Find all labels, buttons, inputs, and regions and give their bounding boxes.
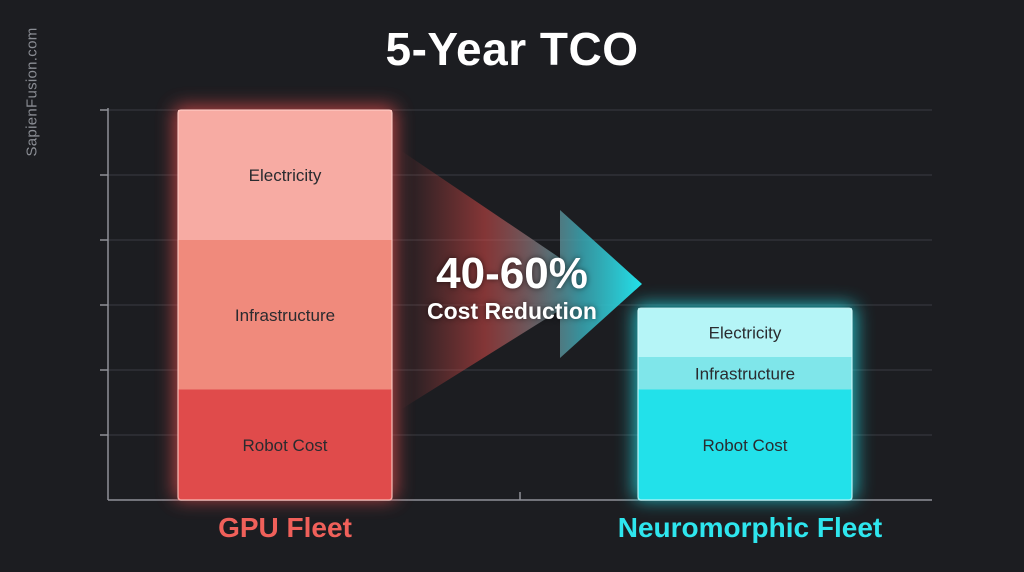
- bar-outline: [177, 109, 393, 501]
- bar-segment-electricity: [178, 110, 392, 240]
- bar-segment-electricity: [638, 308, 852, 357]
- chart-title: 5-Year TCO: [385, 23, 639, 75]
- reduction-annotation: 40-60% Cost Reduction: [412, 249, 612, 325]
- bar-segment-robot-cost: [178, 389, 392, 500]
- bar-outline: [637, 307, 853, 501]
- segment-label-robot-cost: Robot Cost: [242, 436, 327, 455]
- category-label-gpu: GPU Fleet: [218, 512, 352, 543]
- reduction-arrow: [400, 150, 642, 410]
- segment-label-infrastructure: Infrastructure: [235, 306, 335, 325]
- reduction-label: Cost Reduction: [427, 298, 597, 324]
- segment-label-infrastructure: Infrastructure: [695, 364, 795, 383]
- segment-label-robot-cost: Robot Cost: [702, 436, 787, 455]
- bar-segment-infrastructure: [638, 357, 852, 390]
- category-label-neuromorphic: Neuromorphic Fleet: [617, 512, 883, 543]
- bar-segment-infrastructure: [178, 240, 392, 390]
- reduction-value: 40-60%: [436, 249, 588, 298]
- bar-segment-robot-cost: [638, 389, 852, 500]
- segment-label-electricity: Electricity: [249, 166, 322, 185]
- segment-label-electricity: Electricity: [709, 324, 782, 343]
